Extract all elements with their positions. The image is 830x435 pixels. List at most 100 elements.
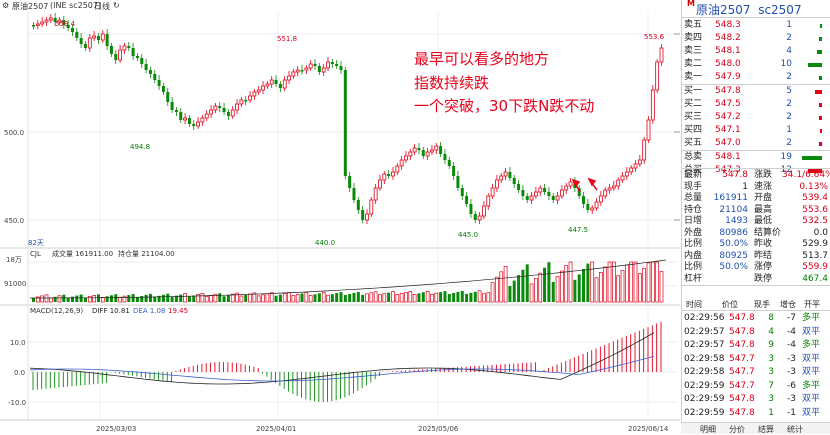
candle-body (79, 38, 83, 44)
volume-bar (66, 297, 70, 302)
volume-bars (30, 259, 667, 303)
level-volume: 4 (786, 46, 792, 56)
tick-type: 双平 (802, 367, 821, 377)
stat-value-2: 553.6 (802, 204, 828, 215)
tick-row[interactable]: 02:29:57 547.8 4 -4 双平 (682, 326, 830, 339)
bids-row[interactable]: 买二 547.5 2 (682, 98, 830, 111)
candle-body (534, 191, 538, 197)
level-volume: 2 (786, 33, 792, 43)
stat-label-2: 昨结 (754, 250, 773, 261)
candle-body (218, 106, 222, 108)
tab-settle[interactable]: 结算 (758, 425, 774, 434)
volume-bar (252, 292, 257, 303)
volume-bar (183, 293, 187, 303)
volume-bar (200, 293, 205, 303)
stat-row: 总量 161911 开盘 539.4 (682, 192, 830, 204)
volume-bar (633, 261, 638, 303)
tick-row[interactable]: 02:29:59 547.8 3 -3 双平 (682, 393, 830, 406)
candle-body (568, 181, 573, 187)
candle-body (256, 89, 261, 93)
volume-bar (105, 296, 109, 302)
volume-bar (218, 293, 222, 302)
candle-body (343, 70, 347, 176)
asks-row[interactable]: 卖四 548.2 2 (682, 32, 830, 45)
tab-stats[interactable]: 统计 (787, 425, 803, 434)
asks-row[interactable]: 卖三 548.1 4 (682, 45, 830, 58)
level-volume: 12 (780, 165, 792, 175)
tick-col-header: 现手 (754, 298, 784, 311)
volume-bar (326, 294, 330, 303)
tick-row[interactable]: 02:29:58 547.7 3 -3 双平 (682, 366, 830, 379)
bids-row[interactable]: 买三 547.2 2 (682, 111, 830, 124)
tick-row[interactable]: 02:29:59 547.7 7 -6 多平 (682, 380, 830, 393)
tick-row[interactable]: 02:29:57 547.8 9 -4 多平 (682, 339, 830, 352)
refresh-icon[interactable]: ↻ (113, 1, 120, 10)
macd-legend-diff: DIFF 10.81 (92, 307, 130, 315)
candle-body (140, 58, 144, 64)
volume-bar (157, 295, 161, 302)
candle-body (295, 69, 300, 73)
volume-bar (404, 292, 408, 303)
stat-label-2: 最高 (754, 204, 773, 215)
stat-value: 50.0% (719, 239, 748, 249)
candle-body (335, 64, 339, 66)
tick-col-label: 时间 (686, 300, 702, 309)
candle-body (122, 45, 127, 51)
asks-row[interactable]: 卖一 547.9 2 (682, 71, 830, 84)
tick-row[interactable]: 02:29:58 547.7 3 -3 双平 (682, 353, 830, 366)
candle-body (456, 176, 460, 188)
stat-value-2: 34.1/6.64% (782, 170, 830, 180)
candle-body (204, 113, 209, 119)
tab-detail[interactable]: 明细 (700, 425, 716, 434)
tick-row[interactable]: 02:29:59 547.8 1 -1 双平 (682, 407, 830, 420)
stat-value: 21104 (719, 204, 748, 215)
open-interest-line (30, 259, 667, 299)
totals-row[interactable]: 总买 547.3 12 (682, 164, 830, 177)
volume-legend: CJL 成交量 161911.00 持仓量 21104.00 18万 91000 (4, 249, 175, 288)
candle-body (611, 185, 616, 189)
stat-label: 现手 (684, 181, 703, 192)
candle-body (408, 151, 413, 157)
volume-bar (642, 267, 647, 303)
settings-icon[interactable]: ⚙ (2, 1, 10, 10)
asks-row[interactable]: 卖五 548.3 1 (682, 19, 830, 32)
volume-bar (87, 296, 92, 303)
stat-value-2: 0.13% (799, 181, 828, 192)
candle-body (196, 121, 200, 127)
volume-bar (131, 294, 135, 302)
candle-body (70, 28, 74, 32)
bids-row[interactable]: 买四 547.1 1 (682, 124, 830, 137)
asks-row[interactable]: 卖二 548.0 10 (682, 58, 830, 71)
volume-bar (582, 269, 586, 302)
tick-row[interactable]: 02:29:56 547.8 8 -7 多平 (682, 312, 830, 325)
candle-body (365, 213, 369, 221)
volume-bar (477, 290, 482, 303)
volume-bar (179, 294, 183, 302)
stat-label-2: 开盘 (754, 193, 773, 203)
candle-body (486, 195, 491, 207)
kline-chart[interactable]: 500.0 450.0 82天 559.4 551.8 553.6 494.8 … (0, 0, 680, 434)
candle-body (555, 195, 560, 201)
volume-bar (430, 293, 434, 303)
bids-row[interactable]: 买五 547.0 2 (682, 137, 830, 150)
level-price: 548.1 (715, 152, 741, 162)
candle-body (417, 148, 421, 150)
volume-bar (529, 283, 534, 303)
tab-price[interactable]: 分价 (729, 425, 745, 434)
price-tick-500: 500.0 (4, 129, 24, 137)
stat-label: 总量 (684, 193, 703, 203)
candle-body (87, 37, 92, 49)
level-volume: 2 (786, 138, 792, 148)
bids-row[interactable]: 买一 547.8 5 (682, 85, 830, 98)
level-label: 卖四 (684, 33, 703, 43)
volume-bar (144, 294, 148, 302)
candle-body (637, 159, 642, 165)
period-label[interactable]: 日线 (94, 2, 110, 11)
totals-row[interactable]: 总卖 548.1 19 (682, 151, 830, 164)
volume-bar (616, 275, 621, 303)
volume-legend-oi: 持仓量 21104.00 (118, 249, 175, 258)
stat-label: 最新 (684, 170, 703, 180)
candle-body (153, 74, 157, 80)
candle-body (287, 75, 291, 81)
